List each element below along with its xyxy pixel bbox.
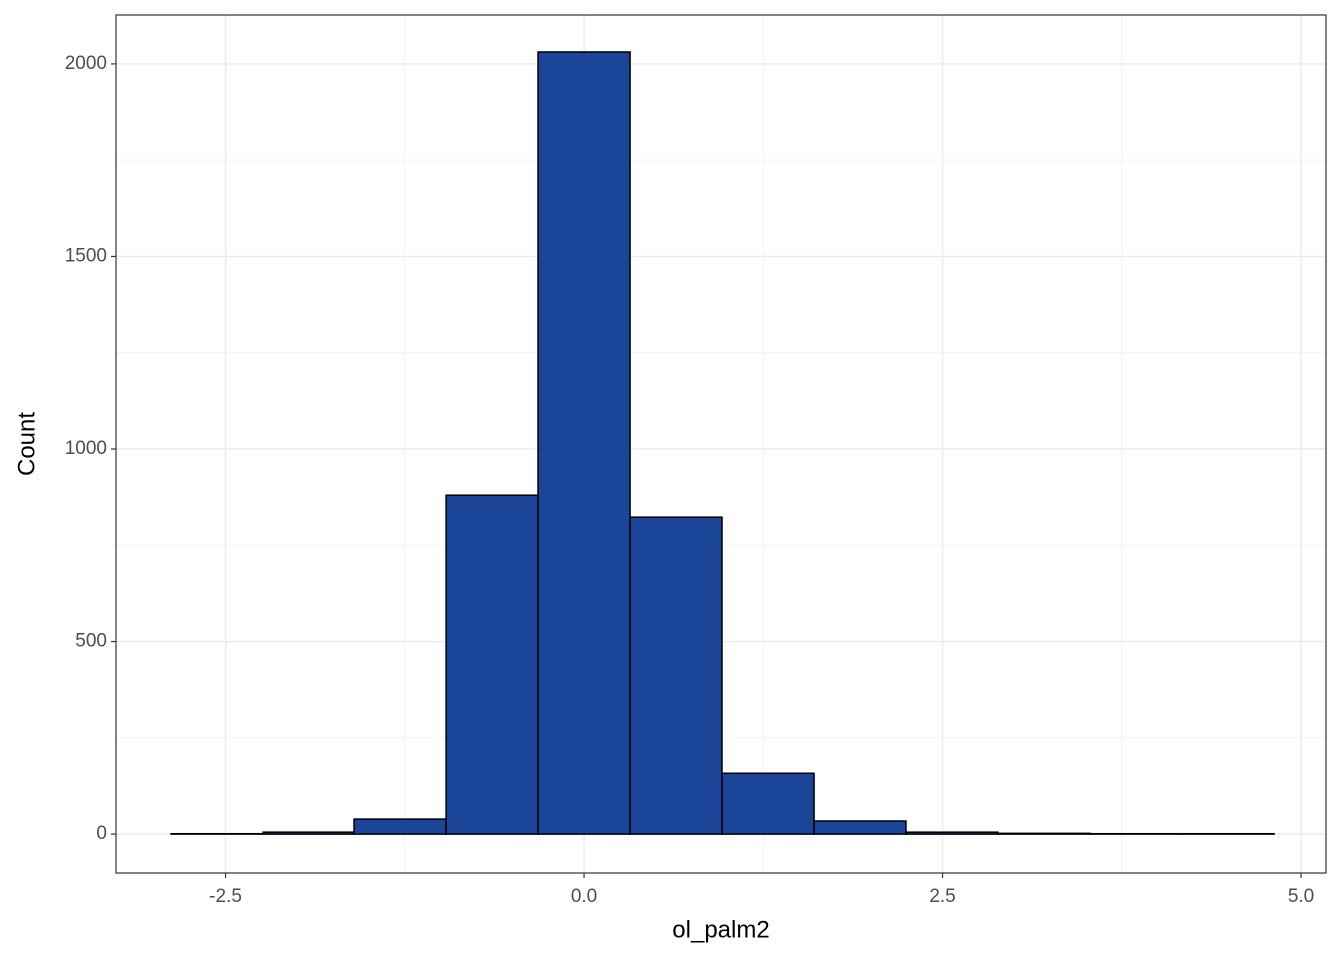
panel-border [115,14,1327,874]
bar [353,818,447,835]
bar [537,51,631,835]
y-tick-label: 0 [96,823,107,844]
y-tick-label: 1000 [65,438,107,459]
x-tick-label: -2.5 [209,886,242,907]
x-tick-label: 5.0 [1288,886,1314,907]
y-tick-label: 2000 [65,53,107,74]
x-tick-label: 2.5 [929,886,955,907]
bar [629,516,723,835]
bar [262,831,355,835]
x-tick-label: 0.0 [571,886,597,907]
y-axis-title: Count [13,412,40,476]
y-tick-label: 1500 [65,245,107,266]
bar [905,831,999,835]
bar [997,832,1091,835]
bar [721,772,815,835]
x-axis-title: ol_palm2 [672,916,769,943]
y-tick-label: 500 [75,631,107,652]
bar [813,820,907,835]
bar [445,494,539,835]
